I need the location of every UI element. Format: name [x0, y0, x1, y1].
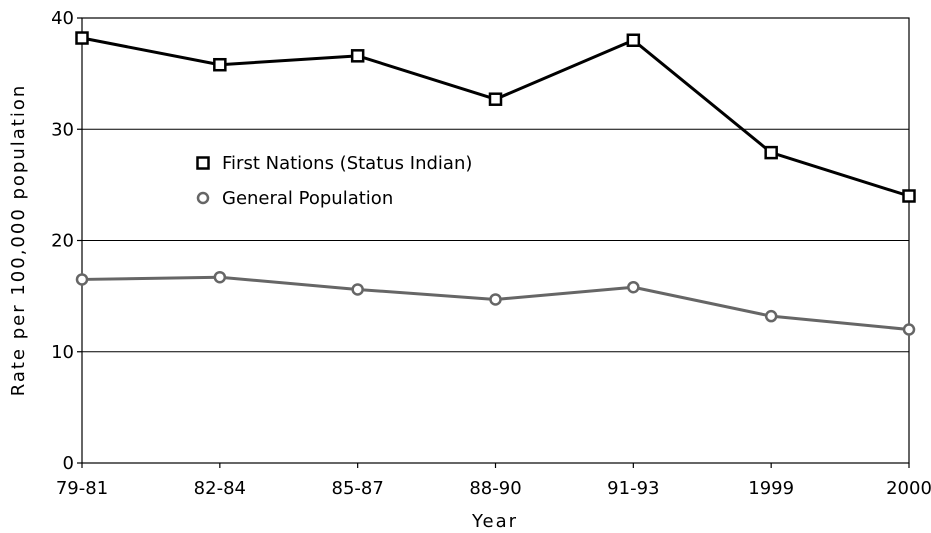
series-line-1: [81, 36, 910, 198]
data-point-series2-88-90: [489, 293, 502, 306]
y-tick-label-30: 30: [51, 119, 74, 140]
data-point-series2-79-81: [75, 273, 89, 286]
y-axis-title: Rate per 100,000 population: [8, 84, 29, 397]
data-point-series1-82-84: [213, 57, 227, 72]
y-tick-label-0: 0: [63, 453, 74, 474]
data-point-series2-91-93: [627, 280, 640, 294]
data-point-series1-91-93: [626, 33, 641, 47]
data-point-series2-82-84: [213, 270, 227, 284]
data-point-series1-88-90: [488, 92, 503, 106]
legend-circle-marker: [196, 191, 210, 205]
x-tick-label-91-93: 91-93: [607, 478, 659, 499]
data-point-series1-79-81: [75, 31, 89, 45]
data-point-series1-1999: [764, 145, 778, 160]
legend-label-1: First Nations (Status Indian): [222, 153, 472, 174]
x-tick-label-88-90: 88-90: [469, 478, 521, 499]
x-axis-title: Year: [471, 511, 518, 532]
x-tick-label-1999: 1999: [748, 478, 794, 499]
data-point-series1-2000: [902, 189, 916, 203]
y-tick-label-10: 10: [51, 342, 74, 363]
x-tick-label-2000: 2000: [886, 478, 931, 499]
legend: First Nations (Status Indian) General Pop…: [196, 153, 472, 209]
y-tick-label-20: 20: [51, 231, 74, 252]
y-tick-label-40: 40: [51, 8, 74, 29]
series-2: [75, 270, 916, 336]
legend-square-marker: [196, 156, 210, 170]
axes: [77, 17, 910, 468]
data-point-series1-85-87: [350, 49, 365, 63]
data-point-series2-85-87: [351, 283, 364, 296]
data-point-series2-1999: [764, 309, 778, 323]
data-point-series2-2000: [902, 323, 916, 336]
series-1: [75, 31, 916, 203]
tick-labels: 0 10 20 30 40 79-81 82-84 85-87 88-90 91-93 1999 20…: [51, 8, 931, 499]
legend-label-2: General Population: [222, 188, 393, 209]
grid-lines: [82, 128, 909, 353]
legend-item-2: General Population: [196, 188, 393, 209]
x-tick-label-85-87: 85-87: [332, 478, 384, 499]
legend-item-1: First Nations (Status Indian): [196, 153, 472, 174]
data-series: [75, 31, 916, 336]
x-tick-label-79-81: 79-81: [56, 478, 108, 499]
x-tick-label-82-84: 82-84: [194, 478, 246, 499]
